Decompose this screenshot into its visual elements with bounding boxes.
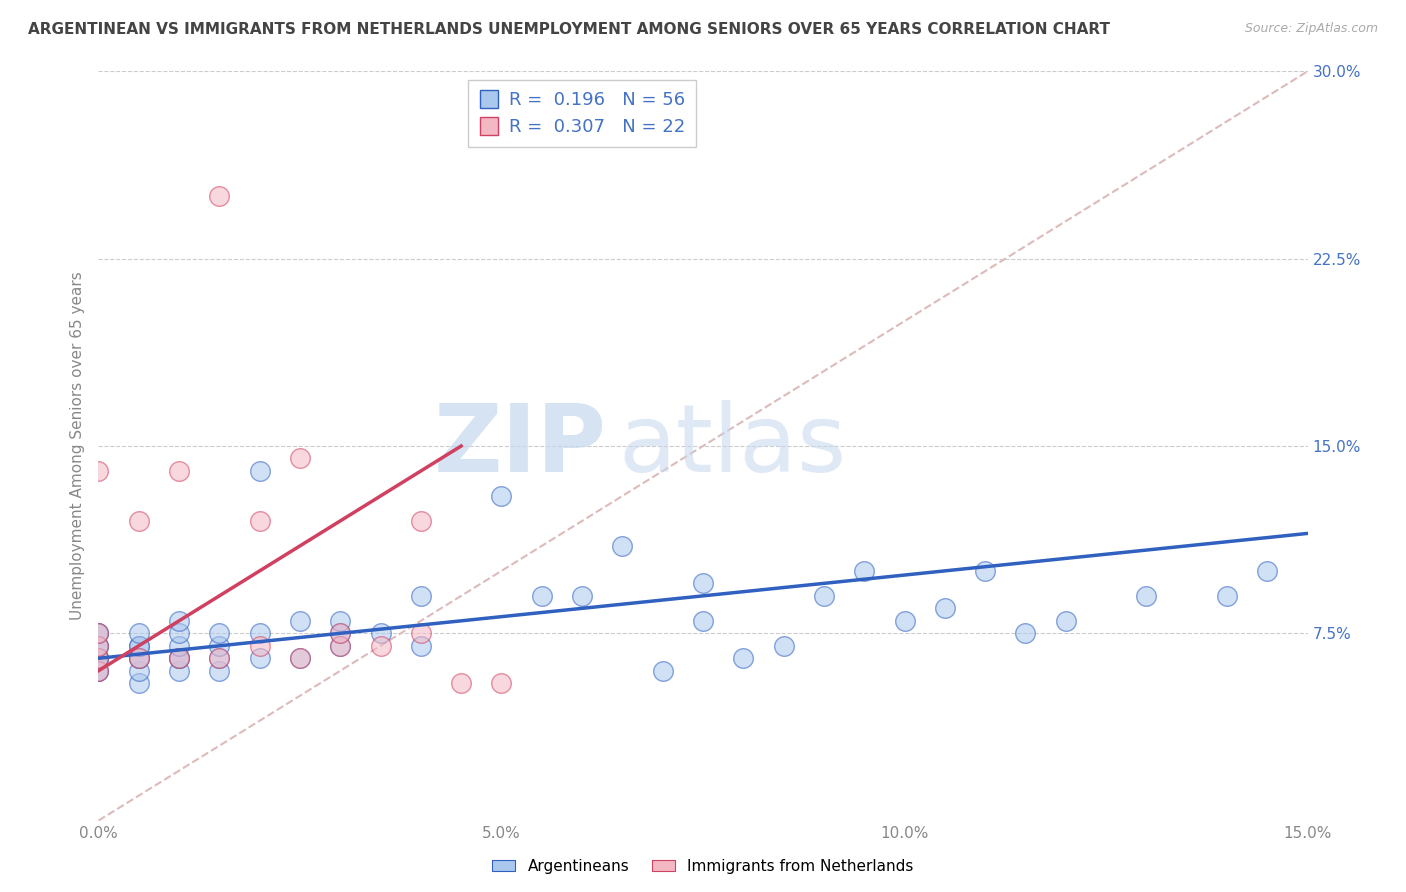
- Y-axis label: Unemployment Among Seniors over 65 years: Unemployment Among Seniors over 65 years: [69, 272, 84, 620]
- Point: [87, 639, 110, 653]
- Point: [329, 626, 352, 640]
- Point: [167, 614, 190, 628]
- Point: [128, 676, 150, 690]
- Point: [329, 639, 352, 653]
- Point: [87, 626, 110, 640]
- Point: [370, 639, 392, 653]
- Point: [249, 639, 271, 653]
- Point: [1135, 589, 1157, 603]
- Point: [530, 589, 553, 603]
- Point: [409, 589, 432, 603]
- Point: [733, 651, 755, 665]
- Point: [128, 651, 150, 665]
- Point: [288, 651, 311, 665]
- Point: [87, 626, 110, 640]
- Point: [87, 651, 110, 665]
- Point: [370, 626, 392, 640]
- Point: [612, 539, 634, 553]
- Point: [128, 651, 150, 665]
- Point: [87, 464, 110, 478]
- Point: [167, 651, 190, 665]
- Point: [288, 651, 311, 665]
- Point: [87, 651, 110, 665]
- Point: [87, 651, 110, 665]
- Point: [208, 651, 231, 665]
- Point: [329, 639, 352, 653]
- Point: [87, 639, 110, 653]
- Point: [208, 189, 231, 203]
- Point: [288, 614, 311, 628]
- Point: [813, 589, 835, 603]
- Point: [491, 676, 513, 690]
- Point: [409, 514, 432, 528]
- Text: Source: ZipAtlas.com: Source: ZipAtlas.com: [1244, 22, 1378, 36]
- Point: [329, 626, 352, 640]
- Point: [1054, 614, 1077, 628]
- Point: [208, 626, 231, 640]
- Point: [128, 639, 150, 653]
- Point: [491, 489, 513, 503]
- Point: [571, 589, 593, 603]
- Point: [208, 664, 231, 678]
- Point: [167, 664, 190, 678]
- Point: [409, 626, 432, 640]
- Point: [651, 664, 673, 678]
- Point: [87, 664, 110, 678]
- Point: [87, 639, 110, 653]
- Point: [87, 651, 110, 665]
- Text: ARGENTINEAN VS IMMIGRANTS FROM NETHERLANDS UNEMPLOYMENT AMONG SENIORS OVER 65 YE: ARGENTINEAN VS IMMIGRANTS FROM NETHERLAN…: [28, 22, 1111, 37]
- Point: [1014, 626, 1036, 640]
- Point: [87, 626, 110, 640]
- Point: [249, 514, 271, 528]
- Point: [167, 626, 190, 640]
- Point: [1256, 564, 1278, 578]
- Point: [208, 639, 231, 653]
- Text: atlas: atlas: [619, 400, 846, 492]
- Point: [329, 614, 352, 628]
- Point: [249, 626, 271, 640]
- Legend: R =  0.196   N = 56, R =  0.307   N = 22: R = 0.196 N = 56, R = 0.307 N = 22: [468, 80, 696, 147]
- Point: [208, 651, 231, 665]
- Text: ZIP: ZIP: [433, 400, 606, 492]
- Point: [128, 664, 150, 678]
- Point: [1216, 589, 1239, 603]
- Point: [893, 614, 915, 628]
- Point: [87, 664, 110, 678]
- Point: [853, 564, 876, 578]
- Point: [772, 639, 794, 653]
- Point: [167, 639, 190, 653]
- Legend: Argentineans, Immigrants from Netherlands: Argentineans, Immigrants from Netherland…: [486, 853, 920, 880]
- Point: [128, 626, 150, 640]
- Point: [288, 451, 311, 466]
- Point: [167, 651, 190, 665]
- Point: [167, 464, 190, 478]
- Point: [128, 651, 150, 665]
- Point: [128, 514, 150, 528]
- Point: [692, 614, 714, 628]
- Point: [249, 651, 271, 665]
- Point: [974, 564, 997, 578]
- Point: [167, 651, 190, 665]
- Point: [87, 664, 110, 678]
- Point: [934, 601, 956, 615]
- Point: [249, 464, 271, 478]
- Point: [128, 639, 150, 653]
- Point: [692, 576, 714, 591]
- Point: [409, 639, 432, 653]
- Point: [450, 676, 472, 690]
